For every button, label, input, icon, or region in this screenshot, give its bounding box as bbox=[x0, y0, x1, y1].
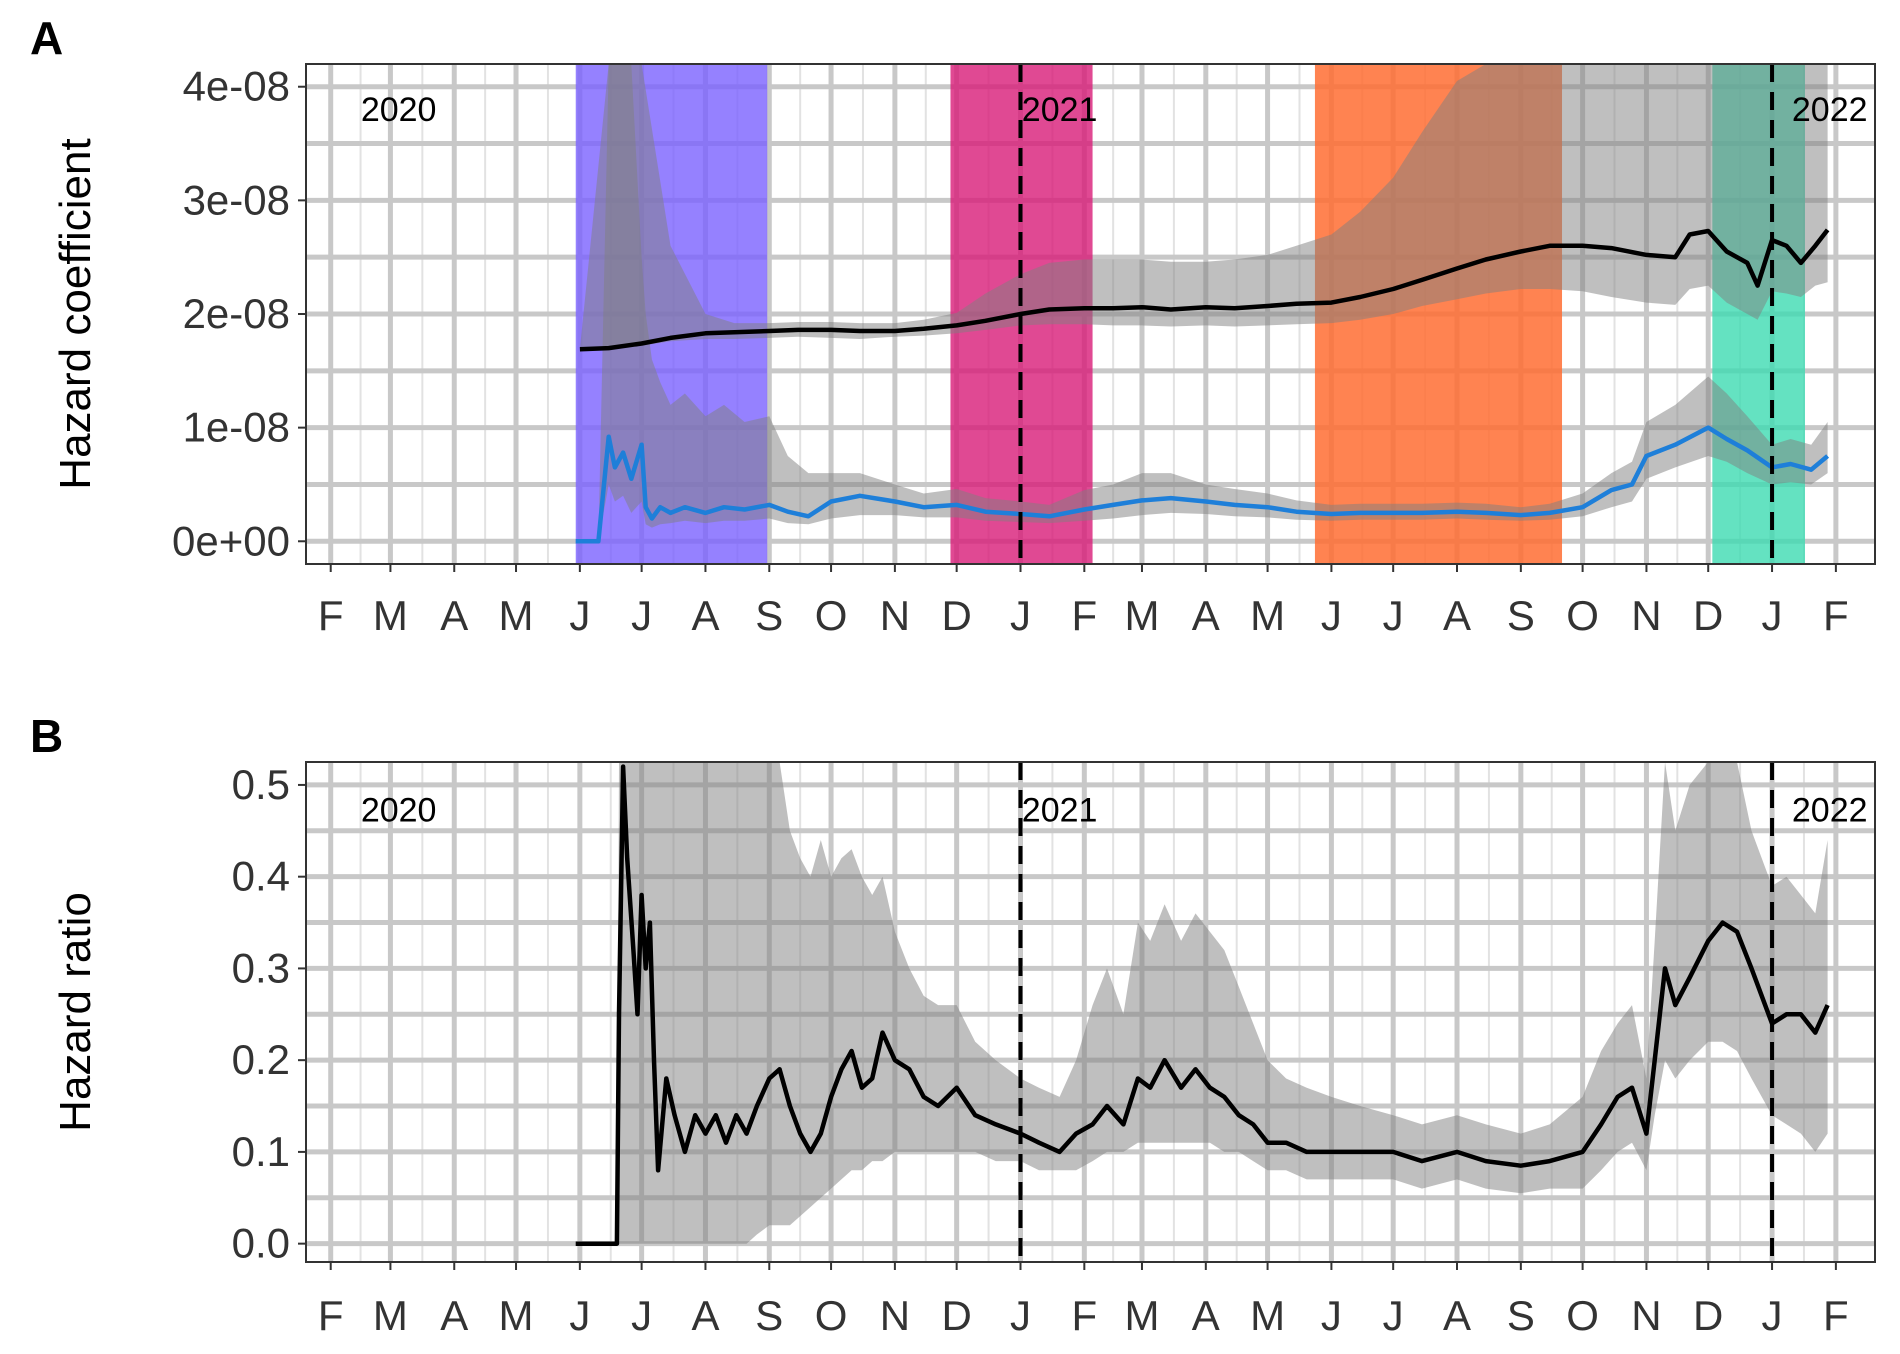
x-tick-label-18: A bbox=[1443, 1292, 1471, 1339]
y-tick-label-0: 0e+00 bbox=[172, 517, 290, 564]
y-tick-label-2: 2e-08 bbox=[183, 290, 290, 337]
x-tick-label-20: O bbox=[1566, 1292, 1599, 1339]
x-tick-label-24: F bbox=[1823, 1292, 1849, 1339]
x-tick-label-21: N bbox=[1631, 592, 1661, 639]
x-tick-label-0: F bbox=[318, 1292, 344, 1339]
x-tick-label-19: S bbox=[1507, 592, 1535, 639]
x-tick-label-18: A bbox=[1443, 592, 1471, 639]
x-tick-label-9: N bbox=[880, 1292, 910, 1339]
year-label-2020: 2020 bbox=[361, 91, 437, 129]
x-tick-label-0: F bbox=[318, 592, 344, 639]
x-tick-label-13: M bbox=[1124, 1292, 1159, 1339]
x-tick-label-8: O bbox=[815, 592, 848, 639]
plot-area bbox=[306, 64, 1875, 564]
x-tick-label-22: D bbox=[1693, 1292, 1723, 1339]
y-tick-label-1: 1e-08 bbox=[183, 404, 290, 451]
x-tick-label-7: S bbox=[755, 592, 783, 639]
x-tick-label-16: J bbox=[1321, 592, 1342, 639]
x-tick-label-15: M bbox=[1250, 1292, 1285, 1339]
x-tick-label-4: J bbox=[569, 1292, 590, 1339]
x-tick-label-17: J bbox=[1383, 1292, 1404, 1339]
x-tick-label-24: F bbox=[1823, 592, 1849, 639]
x-tick-label-3: M bbox=[499, 592, 534, 639]
x-tick-label-12: F bbox=[1071, 1292, 1097, 1339]
y-tick-label-3: 0.3 bbox=[232, 944, 290, 991]
x-tick-label-19: S bbox=[1507, 1292, 1535, 1339]
y-axis-title: Hazard coefficient bbox=[51, 138, 100, 489]
year-label-2021: 2021 bbox=[1022, 792, 1098, 830]
x-tick-label-2: A bbox=[440, 592, 468, 639]
year-label-2020: 2020 bbox=[361, 792, 437, 830]
confidence-ribbon-1 bbox=[575, 64, 1828, 542]
x-tick-label-7: S bbox=[755, 1292, 783, 1339]
x-tick-label-9: N bbox=[880, 592, 910, 639]
panel-label-a: A bbox=[30, 12, 63, 64]
x-tick-label-11: J bbox=[1010, 1292, 1031, 1339]
x-tick-label-10: D bbox=[941, 1292, 971, 1339]
confidence-ribbon-0 bbox=[575, 762, 1828, 1244]
x-tick-label-1: M bbox=[373, 1292, 408, 1339]
series-line-0 bbox=[579, 228, 1830, 352]
x-tick-label-22: D bbox=[1693, 592, 1723, 639]
x-tick-label-15: M bbox=[1250, 592, 1285, 639]
y-tick-label-2: 0.2 bbox=[232, 1036, 290, 1083]
x-tick-label-11: J bbox=[1010, 592, 1031, 639]
x-tick-label-5: J bbox=[631, 1292, 652, 1339]
year-label-2021: 2021 bbox=[1022, 91, 1098, 129]
confidence-ribbon-0 bbox=[579, 64, 1828, 350]
y-tick-label-4: 0.4 bbox=[232, 853, 290, 900]
y-tick-label-3: 3e-08 bbox=[183, 176, 290, 223]
x-tick-label-5: J bbox=[631, 592, 652, 639]
x-tick-label-14: A bbox=[1192, 1292, 1220, 1339]
x-tick-label-12: F bbox=[1071, 592, 1097, 639]
x-tick-label-21: N bbox=[1631, 1292, 1661, 1339]
x-tick-label-17: J bbox=[1383, 592, 1404, 639]
x-tick-label-1: M bbox=[373, 592, 408, 639]
year-label-2022: 2022 bbox=[1792, 91, 1868, 129]
plot-area bbox=[306, 762, 1875, 1262]
x-tick-label-20: O bbox=[1566, 592, 1599, 639]
x-tick-label-2: A bbox=[440, 1292, 468, 1339]
x-tick-label-13: M bbox=[1124, 592, 1159, 639]
series-line-0 bbox=[575, 764, 1830, 1246]
y-tick-label-0: 0.0 bbox=[232, 1220, 290, 1267]
y-axis-title: Hazard ratio bbox=[51, 892, 100, 1132]
x-tick-label-14: A bbox=[1192, 592, 1220, 639]
plot-border bbox=[305, 761, 1876, 1263]
x-tick-label-6: A bbox=[691, 1292, 719, 1339]
x-tick-label-8: O bbox=[815, 1292, 848, 1339]
x-tick-label-4: J bbox=[569, 592, 590, 639]
year-label-2022: 2022 bbox=[1792, 792, 1868, 830]
x-tick-label-16: J bbox=[1321, 1292, 1342, 1339]
y-tick-label-1: 0.1 bbox=[232, 1128, 290, 1175]
x-tick-label-23: J bbox=[1762, 592, 1783, 639]
series-line-1 bbox=[575, 425, 1830, 544]
x-tick-label-23: J bbox=[1762, 1292, 1783, 1339]
y-tick-label-4: 4e-08 bbox=[183, 63, 290, 110]
x-tick-label-10: D bbox=[941, 592, 971, 639]
panel-label-b: B bbox=[30, 710, 63, 762]
x-tick-label-3: M bbox=[499, 1292, 534, 1339]
x-tick-label-6: A bbox=[691, 592, 719, 639]
y-tick-label-5: 0.5 bbox=[232, 761, 290, 808]
